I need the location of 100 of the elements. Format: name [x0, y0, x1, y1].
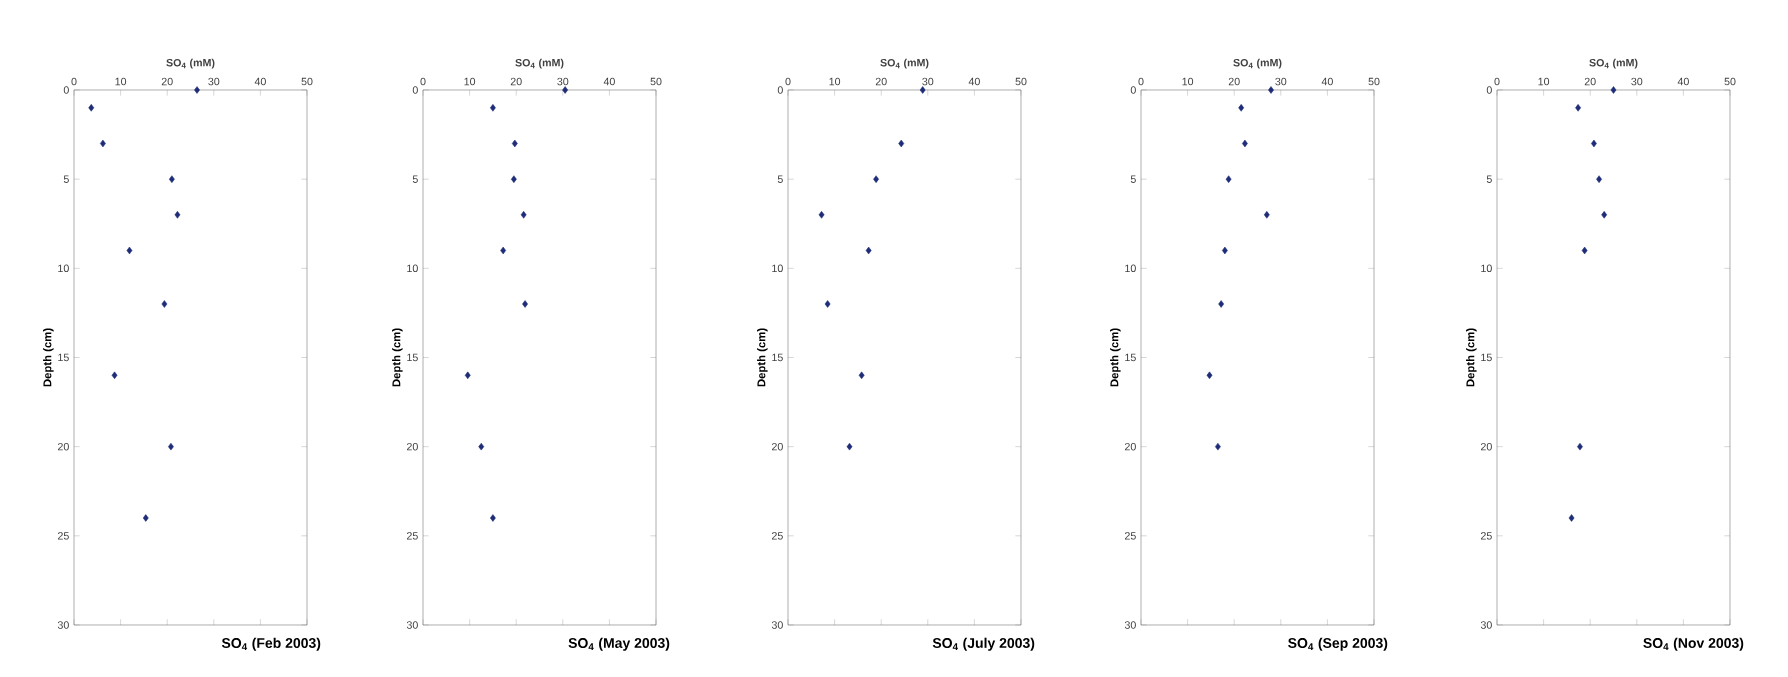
- x-tick-label: 50: [650, 77, 662, 86]
- y-tick-label: 10: [58, 264, 69, 273]
- x-tick-label: 10: [115, 77, 127, 86]
- x-tick-label: 50: [301, 77, 313, 86]
- y-tick-label: 15: [1481, 353, 1492, 362]
- point: [511, 175, 517, 183]
- y-axis-title: Depth (cm): [392, 328, 403, 387]
- y-tick-label: 30: [1124, 621, 1136, 629]
- point: [865, 246, 872, 255]
- x-tick-label: 10: [1182, 77, 1194, 86]
- point: [858, 371, 865, 380]
- x-tick-label: 10: [829, 77, 841, 86]
- x-tick-label: 30: [208, 77, 220, 86]
- y-tick-label: 20: [57, 442, 69, 451]
- point: [1581, 246, 1588, 255]
- x-tick-label: 20: [510, 77, 522, 86]
- point: [1268, 86, 1274, 94]
- point: [919, 86, 926, 94]
- point: [898, 139, 905, 148]
- y-axis-title: Depth (cm): [757, 328, 768, 387]
- x-tick-label: 0: [1494, 77, 1500, 86]
- point: [511, 139, 518, 148]
- y-tick-label: 0: [63, 86, 69, 94]
- x-tick-label: 0: [1138, 77, 1144, 86]
- x-tick-label: 10: [464, 77, 476, 86]
- point: [464, 371, 471, 380]
- point: [1206, 371, 1213, 380]
- point: [111, 371, 118, 380]
- x-tick-label: 40: [1321, 77, 1333, 86]
- x-tick-label: 50: [1368, 77, 1380, 86]
- x-tick-label: 40: [968, 77, 980, 86]
- y-tick-label: 5: [1486, 175, 1492, 183]
- y-tick-label: 15: [1125, 353, 1136, 362]
- point: [1596, 175, 1602, 183]
- y-tick-label: 0: [777, 86, 783, 94]
- y-tick-label: 20: [1124, 442, 1136, 451]
- y-tick-label: 20: [771, 442, 783, 451]
- x-tick-label: 0: [420, 77, 426, 86]
- y-tick-label: 0: [1486, 86, 1492, 94]
- y-tick-label: 10: [407, 264, 418, 273]
- point: [490, 514, 496, 522]
- text: SO$_{4}$ (July 2003): [932, 637, 1035, 651]
- point: [478, 442, 485, 451]
- y-axis-title: Depth (cm): [1110, 328, 1121, 387]
- point: [490, 104, 496, 112]
- point: [1601, 211, 1608, 219]
- point: [88, 104, 95, 112]
- point: [174, 211, 181, 219]
- point: [1238, 104, 1245, 112]
- y-tick-label: 5: [63, 175, 69, 183]
- point: [562, 86, 569, 94]
- y-tick-label: 5: [412, 175, 418, 183]
- x-tick-label: 20: [161, 77, 173, 86]
- x-tick-label: 30: [922, 77, 934, 86]
- x-tick-label: 30: [1275, 77, 1287, 86]
- point: [824, 300, 831, 308]
- y-tick-label: 30: [1480, 621, 1492, 629]
- x-tick-label: 30: [557, 77, 569, 86]
- x-tick-label: 40: [603, 77, 615, 86]
- point: [522, 300, 528, 308]
- x-tick-label: 20: [1584, 77, 1596, 86]
- y-tick-label: 30: [406, 621, 418, 629]
- point: [1218, 300, 1225, 308]
- y-tick-label: 30: [57, 621, 69, 629]
- x-axis-title: SO$_{4}$ (mM): [880, 58, 929, 69]
- point: [846, 442, 853, 451]
- point: [818, 211, 825, 219]
- x-tick-label: 20: [875, 77, 887, 86]
- point: [142, 514, 149, 522]
- point: [161, 300, 168, 308]
- y-tick-label: 5: [1130, 175, 1136, 183]
- x-tick-label: 50: [1015, 77, 1027, 86]
- y-tick-label: 0: [1130, 86, 1136, 94]
- text: SO$_{4}$ (Feb 2003): [221, 637, 321, 651]
- point: [1575, 104, 1581, 112]
- y-tick-label: 15: [58, 353, 69, 362]
- point: [169, 175, 175, 183]
- x-tick-label: 0: [71, 77, 77, 86]
- y-tick-label: 25: [406, 532, 418, 540]
- x-axis-title: SO$_{4}$ (mM): [1233, 58, 1282, 69]
- x-axis-title: SO$_{4}$ (mM): [166, 58, 215, 69]
- y-tick-label: 25: [1124, 532, 1136, 540]
- x-tick-label: 40: [254, 77, 266, 86]
- y-tick-label: 25: [771, 532, 783, 540]
- point: [126, 246, 133, 255]
- x-tick-label: 0: [785, 77, 791, 86]
- y-tick-label: 25: [1480, 532, 1492, 540]
- x-tick-label: 30: [1631, 77, 1643, 86]
- y-axis-title: Depth (cm): [1466, 328, 1477, 387]
- x-tick-label: 50: [1724, 77, 1736, 86]
- y-tick-label: 10: [772, 264, 783, 273]
- y-tick-label: 0: [412, 86, 418, 94]
- y-tick-label: 10: [1125, 264, 1136, 273]
- x-tick-label: 10: [1538, 77, 1550, 86]
- point: [500, 246, 507, 255]
- y-tick-label: 20: [1480, 442, 1492, 451]
- y-tick-label: 30: [771, 621, 783, 629]
- y-tick-label: 25: [57, 532, 69, 540]
- y-axis-title: Depth (cm): [43, 328, 54, 387]
- x-axis-title: SO$_{4}$ (mM): [1589, 58, 1638, 69]
